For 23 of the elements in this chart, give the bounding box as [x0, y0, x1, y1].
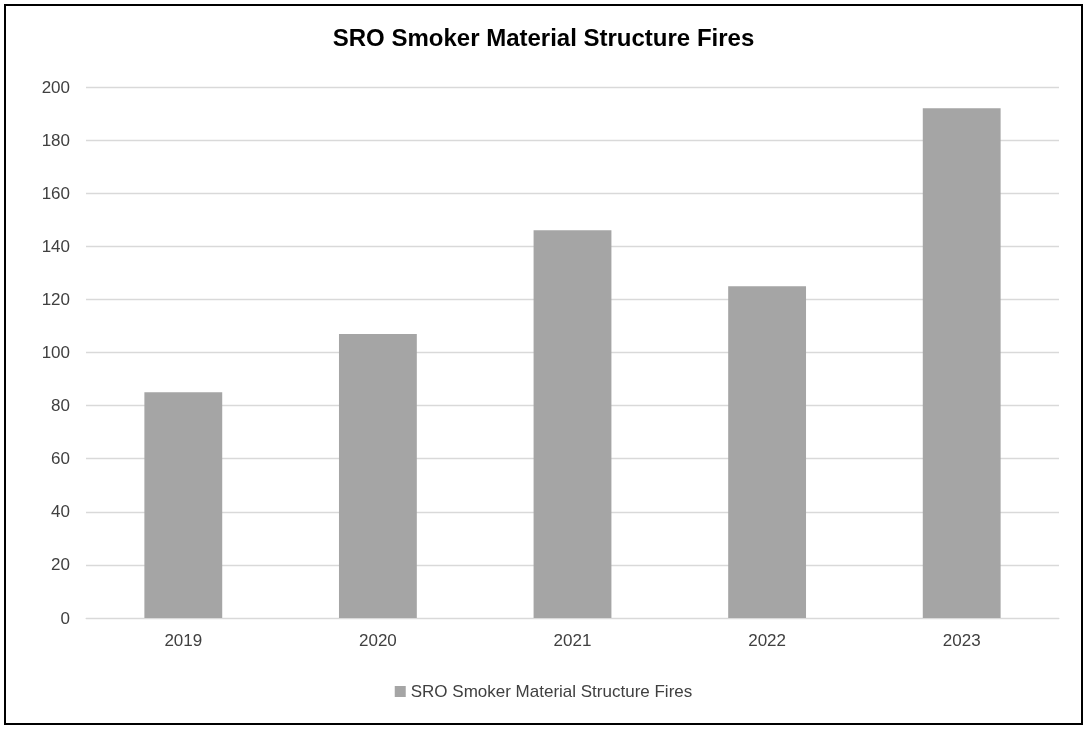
y-tick-label: 20	[51, 555, 70, 575]
legend-label: SRO Smoker Material Structure Fires	[410, 682, 693, 701]
x-tick-label: 2023	[942, 631, 981, 650]
bar	[338, 333, 417, 618]
x-tick-label: 2021	[553, 631, 592, 650]
bar	[144, 392, 223, 618]
y-tick-label: 120	[41, 289, 70, 309]
bar	[533, 230, 612, 618]
x-tick-label: 2019	[164, 631, 203, 650]
y-tick-label: 200	[41, 77, 70, 97]
y-tick-label: 100	[41, 343, 70, 362]
y-tick-label: 80	[51, 396, 70, 416]
y-tick-label: 40	[51, 502, 70, 522]
y-tick-label: 60	[51, 449, 70, 469]
bar	[922, 108, 1001, 618]
y-tick-label: 160	[41, 183, 70, 203]
x-tick-label: 2020	[358, 631, 397, 650]
chart-title: SRO Smoker Material Structure Fires	[332, 23, 755, 51]
y-tick-label: 0	[60, 608, 70, 628]
y-tick-label: 140	[41, 236, 70, 256]
bar	[728, 286, 807, 618]
y-tick-label: 180	[41, 130, 70, 150]
x-tick-label: 2022	[748, 631, 787, 650]
